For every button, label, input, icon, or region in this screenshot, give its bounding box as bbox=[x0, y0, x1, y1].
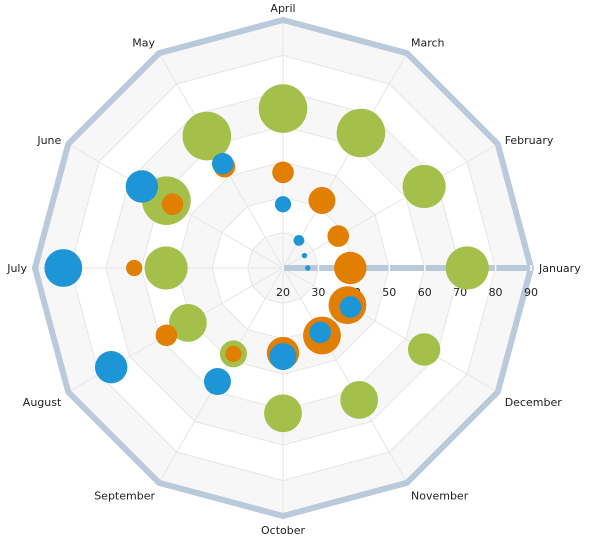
bubble-series1[interactable] bbox=[340, 381, 379, 419]
radial-tick-label: 80 bbox=[489, 286, 503, 299]
bubble-series3[interactable] bbox=[274, 196, 292, 213]
radial-tick-label: 30 bbox=[311, 286, 325, 299]
bubble-series3[interactable] bbox=[301, 252, 308, 259]
bubble-series3[interactable] bbox=[44, 249, 83, 287]
bubble-series2[interactable] bbox=[225, 345, 242, 363]
radial-tick-label: 90 bbox=[524, 286, 538, 299]
bubble-series3[interactable] bbox=[305, 265, 311, 271]
category-label: January bbox=[538, 262, 581, 275]
category-label: August bbox=[23, 396, 62, 409]
bubble-series2[interactable] bbox=[272, 161, 294, 184]
category-label: March bbox=[411, 36, 445, 49]
bubble-series2[interactable] bbox=[308, 187, 336, 214]
bubble-series2[interactable] bbox=[334, 251, 367, 285]
category-label: September bbox=[94, 490, 155, 503]
bubble-series1[interactable] bbox=[336, 108, 386, 158]
bubble-series3[interactable] bbox=[269, 343, 297, 371]
radial-tick-label: 60 bbox=[418, 286, 432, 299]
bubble-series1[interactable] bbox=[264, 394, 302, 433]
spoke-line bbox=[282, 143, 499, 269]
radial-tick-label: 50 bbox=[382, 286, 396, 299]
category-label: April bbox=[270, 2, 295, 15]
bubble-series1[interactable] bbox=[144, 246, 188, 290]
bubble-series1[interactable] bbox=[182, 111, 232, 161]
radial-tick-label: 20 bbox=[276, 286, 290, 299]
bubble-series3[interactable] bbox=[125, 170, 159, 203]
bubble-series2[interactable] bbox=[126, 259, 143, 277]
bubble-series1[interactable] bbox=[258, 84, 308, 133]
bubble-series2[interactable] bbox=[161, 193, 184, 216]
category-label: October bbox=[261, 524, 305, 537]
bubble-series3[interactable] bbox=[94, 351, 128, 384]
spoke-line bbox=[282, 52, 408, 269]
bubble-series2[interactable] bbox=[327, 225, 350, 247]
bubble-series1[interactable] bbox=[402, 164, 446, 209]
bubble-series3[interactable] bbox=[211, 152, 234, 175]
category-label: December bbox=[505, 396, 563, 409]
bubble-series2[interactable] bbox=[155, 324, 178, 347]
bubble-series1[interactable] bbox=[168, 304, 207, 342]
category-label: February bbox=[505, 134, 554, 147]
bubble-series3[interactable] bbox=[203, 368, 231, 396]
category-label: May bbox=[132, 36, 155, 49]
spoke-line bbox=[282, 267, 408, 484]
category-label: November bbox=[411, 490, 469, 503]
category-label: July bbox=[6, 262, 27, 275]
bubble-series1[interactable] bbox=[445, 246, 489, 290]
spoke-line bbox=[282, 267, 499, 393]
bubble-series1[interactable] bbox=[407, 333, 441, 366]
bubble-series3[interactable] bbox=[339, 296, 362, 318]
bubble-series3[interactable] bbox=[293, 234, 305, 246]
bubble-series3[interactable] bbox=[309, 321, 332, 344]
outer-frame bbox=[31, 16, 535, 520]
category-label: June bbox=[36, 134, 61, 147]
